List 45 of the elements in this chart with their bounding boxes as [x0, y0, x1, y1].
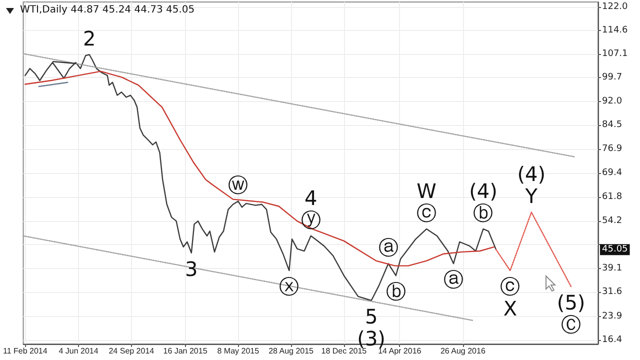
x-tick-label: 28 Aug 2015 [268, 346, 314, 356]
x-tick-label: 26 Aug 2016 [440, 346, 486, 356]
annotation: 5 [364, 304, 378, 328]
x-tick-label: 24 Sep 2014 [108, 346, 155, 356]
annotation: 2 [83, 26, 96, 51]
y-tick-label: 16.4 [602, 334, 622, 345]
annotation: ⓦ [228, 173, 248, 198]
annotation: ⓑ [473, 200, 494, 225]
y-tick-label: 61.8 [602, 192, 622, 202]
y-tick-label: 31.6 [602, 286, 622, 297]
annotation: X [503, 296, 518, 321]
annotation: W [416, 178, 437, 203]
y-tick-label: 107.1 [602, 49, 628, 60]
x-tick-label: 8 May 2015 [217, 346, 260, 356]
annotation: Ⓒ [561, 312, 582, 337]
y-tick-label: 69.4 [602, 168, 622, 178]
annotation: (4) [517, 162, 546, 186]
annotation: ⓒ [416, 200, 437, 225]
annotation: ⓑ [386, 280, 406, 304]
annotation: 4 [304, 186, 318, 210]
annotation: ⓒ [500, 274, 520, 299]
y-tick-label: 76.9 [602, 144, 622, 154]
y-tick-label: 114.6 [602, 25, 628, 36]
y-tick-label: 39.1 [602, 263, 622, 274]
annotation: 45.05 [602, 244, 628, 255]
x-tick-label: 4 Jun 2014 [58, 346, 99, 356]
x-tick-label: 11 Feb 2014 [2, 346, 48, 356]
x-tick-label: 18 Dec 2015 [321, 346, 368, 356]
x-tick-label: 14 Apr 2016 [378, 346, 422, 356]
y-tick-label: 99.7 [602, 72, 622, 82]
annotation: ⓐ [443, 268, 464, 292]
chart-title: WTI,Daily 44.87 45.24 44.73 45.05 [20, 4, 195, 16]
y-tick-label: 23.9 [602, 311, 622, 322]
y-tick-label: 54.2 [602, 216, 622, 226]
annotation: ⓐ [378, 236, 398, 260]
y-tick-label: 122.0 [602, 2, 628, 12]
y-tick-label: 84.5 [602, 120, 622, 130]
annotation: ⓧ [279, 274, 300, 299]
y-tick-label: 92.0 [602, 96, 622, 107]
annotation: Y [524, 184, 538, 208]
annotation: ⓨ [300, 208, 321, 232]
annotation: 3 [185, 256, 198, 281]
x-tick-label: 16 Jan 2015 [163, 346, 208, 356]
annotation: (4) [469, 178, 498, 203]
annotation: (5) [556, 290, 586, 315]
